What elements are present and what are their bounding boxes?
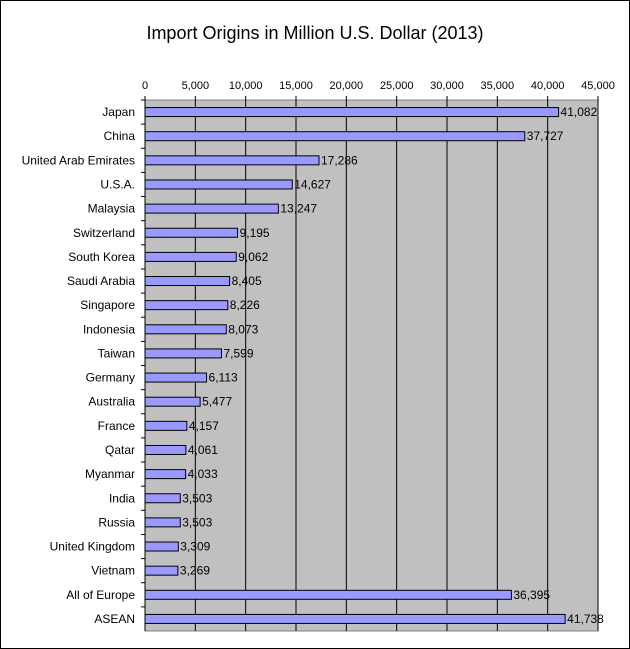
value-label: 3,503 [182,491,212,505]
value-label: 3,503 [182,515,212,529]
bar [144,589,512,600]
value-label: 41,738 [567,612,604,626]
category-label: Taiwan [98,346,135,360]
value-label: 8,073 [228,322,258,336]
category-label: India [109,491,135,505]
bar [144,613,566,624]
x-tick-label: 35,000 [481,80,515,92]
value-label: 3,309 [180,540,210,554]
category-label: France [98,419,136,433]
value-label: 4,061 [188,443,218,457]
value-label: 5,477 [202,395,232,409]
x-tick-label: 25,000 [380,80,414,92]
bar [144,179,293,190]
bar [144,324,227,335]
x-tick-label: 10,000 [229,80,263,92]
bar [144,276,231,287]
value-label: 36,395 [513,588,550,602]
value-label: 8,226 [230,298,260,312]
category-label: Indonesia [83,322,135,336]
category-label: Myanmar [85,467,135,481]
value-label: 3,269 [180,564,210,578]
category-label: Qatar [105,443,135,457]
category-label: ASEAN [94,612,135,626]
x-tick-label: 30,000 [430,80,464,92]
gridlines [194,100,599,631]
bar [144,517,181,528]
bar [144,348,222,359]
value-label: 8,405 [232,274,262,288]
bar [144,251,237,262]
category-label: China [104,129,136,143]
value-label: 4,033 [188,467,218,481]
category-label: Malaysia [88,202,136,216]
x-tick-label: 45,000 [581,80,615,92]
category-label: South Korea [68,250,135,264]
x-tick-label: 20,000 [330,80,364,92]
category-label: Saudi Arabia [67,274,135,288]
bar [144,396,201,407]
x-tick-label: 40,000 [531,80,565,92]
bar [144,131,526,142]
category-label: Singapore [80,298,135,312]
value-label: 4,157 [189,419,219,433]
x-axis-ticks: 0 5,000 10,000 15,000 20,000 25,000 30,000 35,0… [142,80,615,100]
value-label: 7,599 [223,346,253,360]
bar [144,300,229,311]
category-label: Japan [102,105,135,119]
bar [144,420,188,431]
category-label: All of Europe [66,588,135,602]
value-label: 37,727 [527,129,564,143]
value-label: 9,062 [238,250,268,264]
category-label: Russia [98,515,135,529]
category-label: United Arab Emirates [22,153,135,167]
category-label: U.S.A. [100,177,135,191]
x-tick-label: 5,000 [182,80,210,92]
bar [144,372,208,383]
category-label: Switzerland [73,226,135,240]
value-label: 9,195 [240,226,270,240]
bar [144,469,187,480]
category-labels: Japan China United Arab Emirates U.S.A. Mala… [22,99,145,626]
x-tick-label: 15,000 [279,80,313,92]
category-label: United Kingdom [50,540,135,554]
value-labels: 41,082 37,727 17,286 14,627 13,247 9,195 9,062… [180,105,604,626]
value-label: 41,082 [561,105,598,119]
bar [144,227,239,238]
bar [144,203,279,214]
bar [144,541,179,552]
category-label: Germany [86,371,135,385]
value-label: 6,113 [209,371,238,385]
x-tick-label: 0 [142,80,148,92]
category-label: Australia [88,395,135,409]
value-label: 14,627 [294,177,331,191]
bar [144,155,320,166]
value-label: 17,286 [321,153,358,167]
value-label: 13,247 [280,202,317,216]
chart-title: Import Origins in Million U.S. Dollar (2… [146,23,484,43]
category-label: Vietnam [91,564,135,578]
bar [144,107,560,118]
bar [144,444,187,455]
bar [144,493,181,504]
bar [144,565,179,576]
